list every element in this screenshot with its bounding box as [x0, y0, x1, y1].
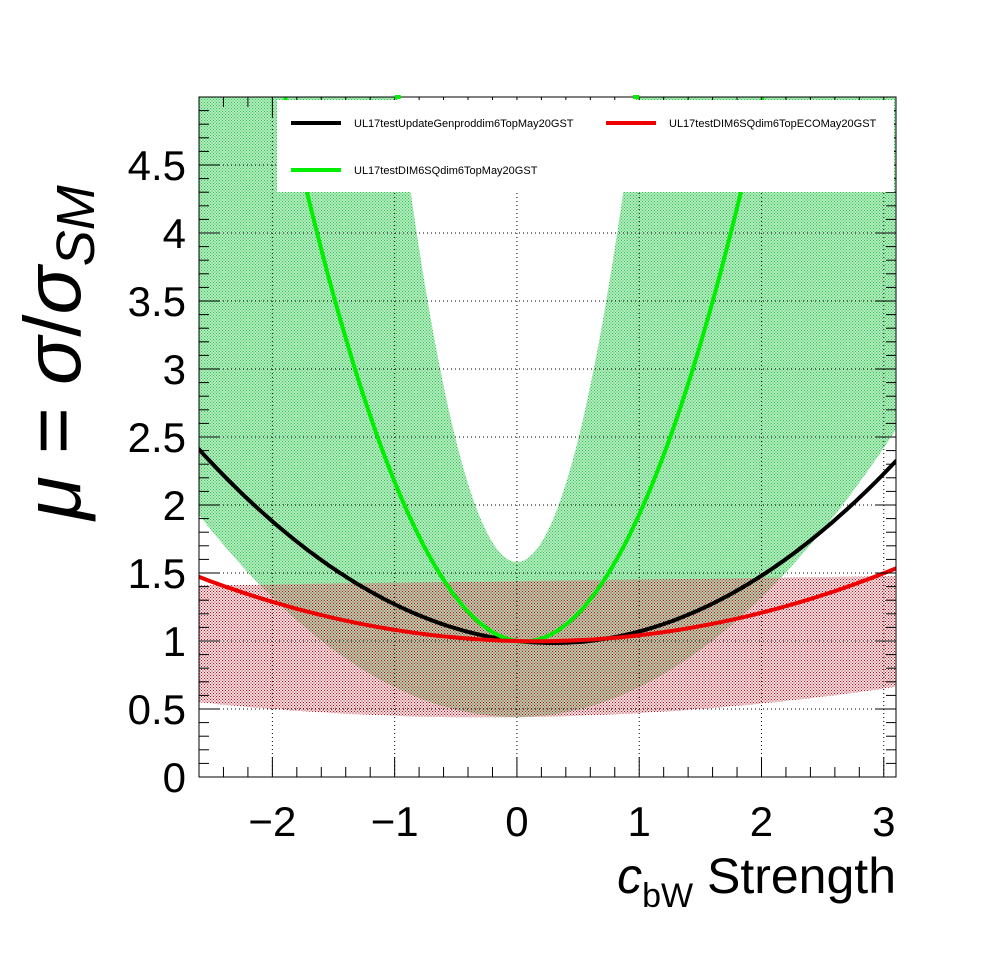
x-tick-label: 2	[750, 798, 773, 845]
y-tick-label: 3.5	[128, 278, 186, 325]
legend-entry-1: UL17testDIM6SQdim6TopECOMay20GST	[669, 118, 877, 130]
y-tick-label: 2	[163, 482, 186, 529]
legend: UL17testUpdateGenproddim6TopMay20GST UL1…	[277, 100, 894, 192]
uncertainty-bands	[199, 97, 896, 718]
y-axis-label: μ = σ/σSM	[8, 185, 106, 522]
series-curves	[199, 97, 896, 645]
legend-entry-0: UL17testUpdateGenproddim6TopMay20GST	[354, 118, 574, 130]
y-axis-label-sigma: σ	[8, 334, 97, 385]
y-tick-labels: 0 0.5 1 1.5 2 2.5 3 3.5 4 4.5	[128, 142, 186, 801]
y-tick-label: 3	[163, 346, 186, 393]
y-tick-label: 4	[163, 210, 186, 257]
y-axis-label-equals: =	[8, 385, 97, 476]
band-series-2	[199, 97, 896, 718]
y-tick-label: 0	[163, 754, 186, 801]
band-edge-marker-1	[633, 95, 640, 99]
x-axis-label-c: c	[617, 848, 642, 904]
x-tick-label: 1	[628, 798, 651, 845]
x-tick-label: −1	[371, 798, 419, 845]
legend-entry-2: UL17testDIM6SQdim6TopMay20GST	[354, 165, 538, 177]
band-edge-marker-0	[394, 95, 401, 99]
y-axis-label-mu: μ	[8, 476, 97, 522]
y-axis-label-sub: SM	[46, 185, 106, 266]
legend-box	[277, 100, 894, 192]
x-axis-label-sub: bW	[642, 877, 693, 915]
x-tick-labels: −2 −1 0 1 2 3	[248, 798, 895, 845]
x-tick-label: 3	[872, 798, 895, 845]
x-axis-label: cbW Strength	[617, 848, 896, 915]
x-axis-label-strength: Strength	[693, 848, 896, 904]
series-line-2	[283, 97, 765, 644]
y-tick-label: 1	[163, 618, 186, 665]
x-tick-label: −2	[248, 798, 296, 845]
y-tick-label: 2.5	[128, 414, 186, 461]
series-line-1	[199, 566, 896, 644]
y-axis-label-slash: /	[8, 314, 97, 337]
band-series-1	[199, 576, 896, 718]
y-axis-label-sigma-sm: σ	[8, 264, 97, 315]
y-tick-label: 0.5	[128, 686, 186, 733]
y-tick-label: 1.5	[128, 550, 186, 597]
x-tick-label: 0	[505, 798, 528, 845]
y-tick-label: 4.5	[128, 142, 186, 189]
